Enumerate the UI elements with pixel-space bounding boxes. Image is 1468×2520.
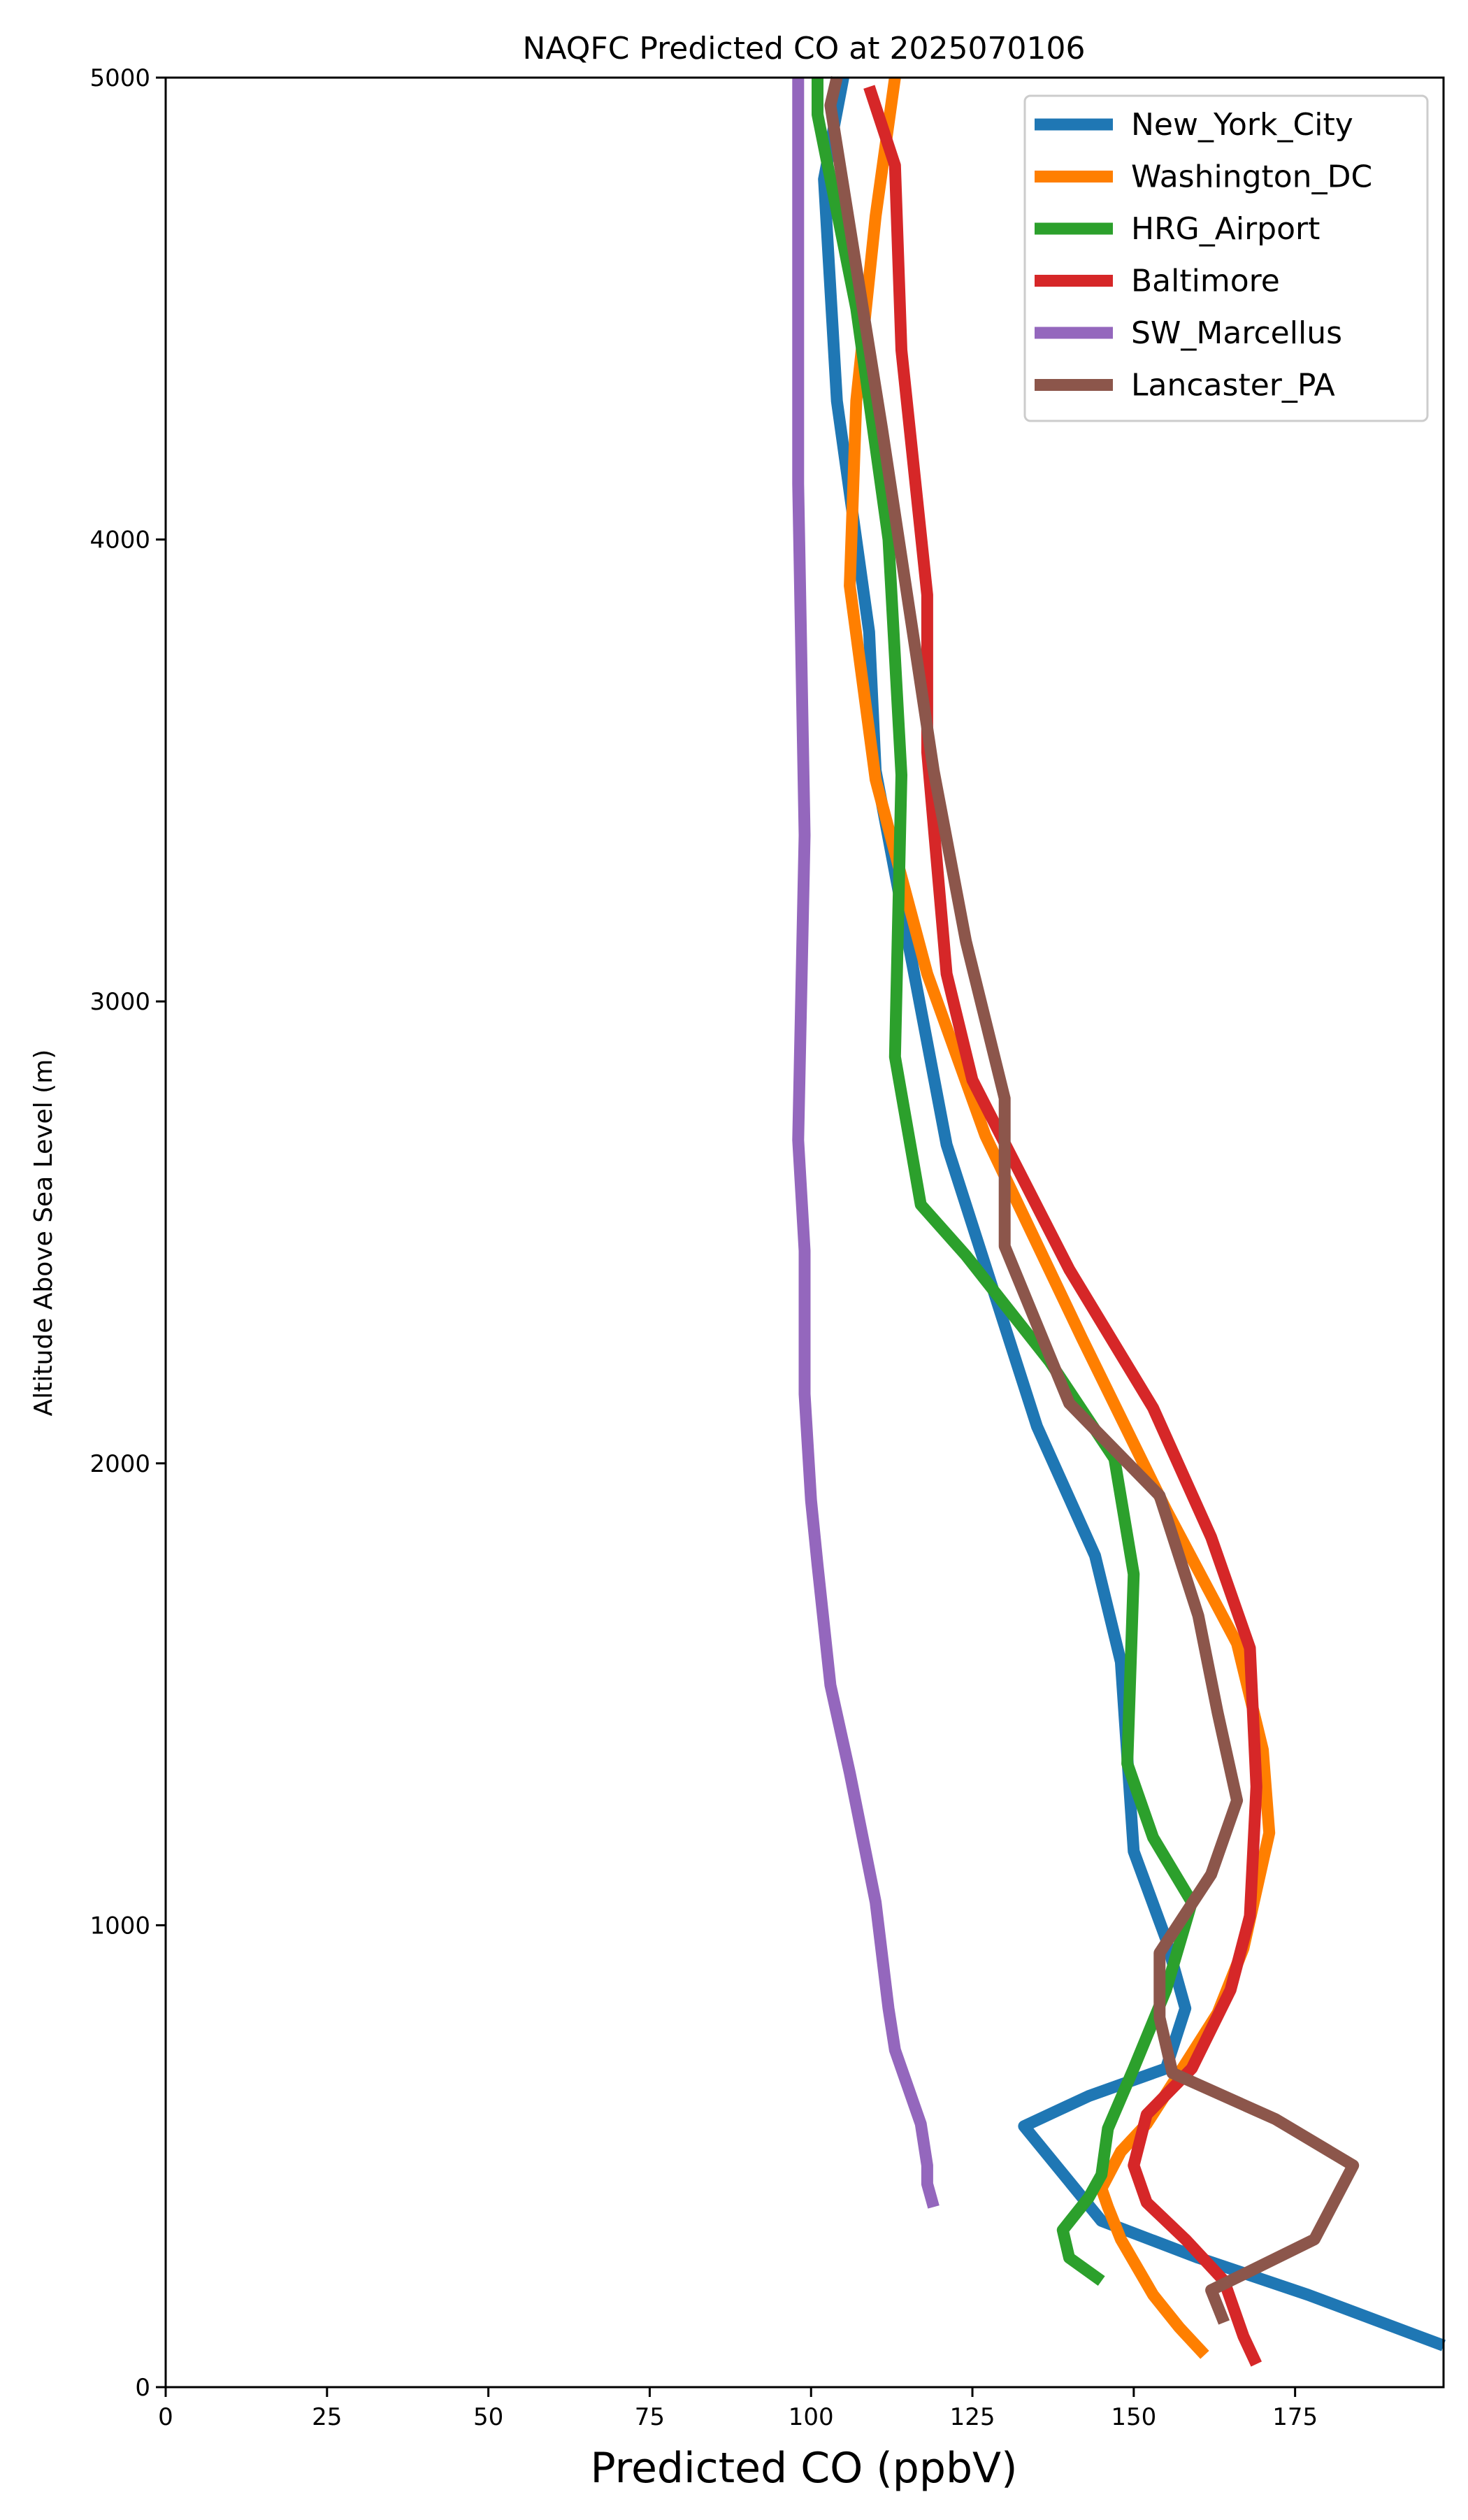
legend-label-washington-dc: Washington_DC xyxy=(1131,159,1372,195)
x-tick-label: 150 xyxy=(1111,2403,1156,2431)
series-line-new-york-city xyxy=(818,76,1446,2351)
x-tick-label: 175 xyxy=(1272,2403,1318,2431)
x-axis-ticks: 0 25 50 75 100 125 150 175 xyxy=(158,2387,1318,2431)
legend: New_York_City Washington_DC HRG_Airport Bal… xyxy=(1023,94,1429,422)
plot-area-frame xyxy=(164,76,1445,2389)
series-line-sw-marcellus xyxy=(792,78,940,2209)
legend-items: New_York_City Washington_DC HRG_Airport Bal… xyxy=(1035,107,1372,403)
x-tick-label: 25 xyxy=(312,2403,342,2431)
legend-label-sw-marcellus: SW_Marcellus xyxy=(1131,315,1342,351)
legend-label-new-york-city: New_York_City xyxy=(1131,107,1353,143)
legend-label-hrg-airport: HRG_Airport xyxy=(1131,211,1320,247)
y-tick-label: 5000 xyxy=(89,64,150,92)
y-tick-label: 3000 xyxy=(89,988,150,1016)
x-tick-label: 50 xyxy=(473,2403,503,2431)
series-layer xyxy=(792,76,1446,2367)
legend-label-lancaster-pa: Lancaster_PA xyxy=(1131,368,1335,403)
series-line-hrg-airport xyxy=(812,78,1198,2286)
y-tick-label: 2000 xyxy=(89,1450,150,1478)
chart-title: NAQFC Predicted CO at 2025070106 xyxy=(523,31,1086,66)
x-tick-label: 125 xyxy=(950,2403,995,2431)
legend-box xyxy=(1023,94,1429,422)
y-tick-label: 1000 xyxy=(89,1912,150,1940)
y-axis-ticks: 0 1000 2000 3000 4000 5000 xyxy=(89,64,166,2402)
series-line-lancaster-pa xyxy=(824,76,1360,2325)
x-tick-label: 100 xyxy=(789,2403,834,2431)
x-tick-label: 0 xyxy=(158,2403,173,2431)
x-tick-label: 75 xyxy=(635,2403,665,2431)
series-line-washington-dc xyxy=(844,76,1276,2359)
y-tick-label: 4000 xyxy=(89,527,150,554)
x-axis-label: Predicted CO (ppbV) xyxy=(590,2444,1017,2493)
series-line-baltimore xyxy=(863,85,1262,2367)
y-axis-label: Altitude Above Sea Level (m) xyxy=(29,1050,58,1417)
legend-label-baltimore: Baltimore xyxy=(1131,264,1280,299)
y-tick-label: 0 xyxy=(135,2374,150,2402)
